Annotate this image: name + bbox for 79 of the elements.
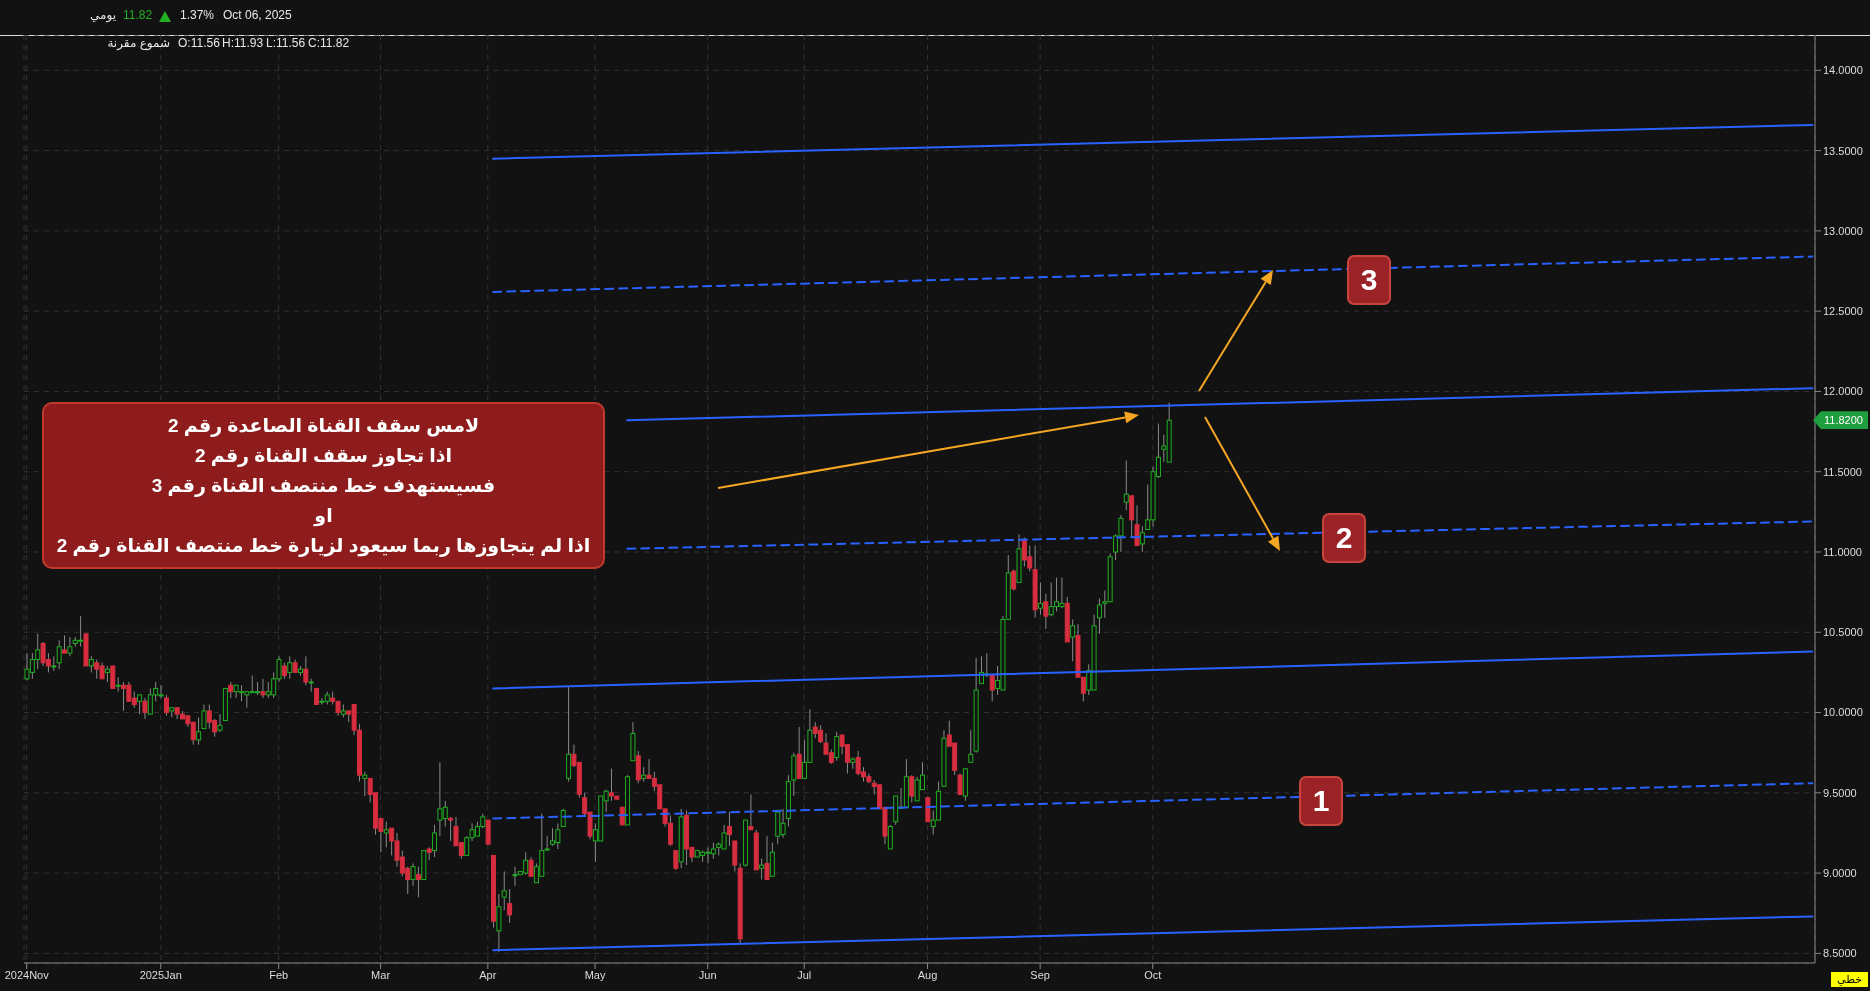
y-tick-label: 11.5000 <box>1823 465 1862 478</box>
x-tick-label: Aug <box>917 968 938 981</box>
annotation: شموع مقرنة <box>106 36 170 50</box>
candlestick <box>1043 593 1049 630</box>
candlestick <box>432 824 438 858</box>
candlestick <box>1134 504 1140 547</box>
x-tick-label: Oct <box>1144 968 1162 981</box>
text: 11.8200 <box>1813 411 1868 430</box>
y-tick-label: 9.0000 <box>1823 866 1857 879</box>
candlestick <box>287 655 293 680</box>
candlestick <box>1070 618 1076 662</box>
candlestick <box>957 773 963 795</box>
candlestick <box>56 639 62 670</box>
candlestick <box>1096 598 1102 635</box>
candlestick <box>137 694 143 715</box>
annotation: L:11.56 <box>266 36 306 50</box>
candlestick <box>383 821 389 848</box>
candlestick <box>201 704 207 730</box>
candlestick <box>1123 459 1129 511</box>
candlestick <box>115 676 121 693</box>
candlestick <box>410 862 416 887</box>
candlestick <box>415 866 421 898</box>
candlestick <box>1011 569 1017 592</box>
text: 1.37% <box>180 8 215 22</box>
x-tick-label: Jul <box>797 968 812 981</box>
candlestick <box>968 729 974 763</box>
x-tick-label: 2024Nov <box>4 968 50 981</box>
candlestick <box>163 694 169 717</box>
y-tick-label: 10.0000 <box>1823 706 1863 719</box>
y-tick-label: 9.5000 <box>1823 786 1857 799</box>
candlestick <box>726 811 732 847</box>
annotation: C:11.82 <box>308 36 350 50</box>
candlestick <box>362 771 368 797</box>
candlestick <box>196 716 202 746</box>
candlestick <box>110 665 116 689</box>
y-tick-label: 12.0000 <box>1823 385 1863 398</box>
candlestick <box>748 793 754 831</box>
candlestick <box>217 713 223 733</box>
candlestick <box>909 774 915 803</box>
candlestick <box>834 731 840 762</box>
candlestick <box>507 888 513 924</box>
annotation: لامس سقف القناة الصاعدة رقم 2 اذا تجاوز سقف القناة رقم 2 فسيستهدف خط منتصف القناة رقم 3 او اذا لم يتجاوزها ربما سيعود لزيارة خط منتصف القناة رقم 2 <box>42 402 605 569</box>
annotation: O:11.56 <box>178 36 220 50</box>
x-tick-label: Jun <box>698 968 717 981</box>
candlestick <box>1139 525 1145 553</box>
annotation: 3 <box>1347 255 1391 305</box>
text: يومي <box>90 8 116 22</box>
y-tick-label: 10.5000 <box>1823 626 1863 639</box>
x-tick-label: Sep <box>1030 968 1050 981</box>
annotation: 2 <box>1322 513 1366 563</box>
candlestick <box>989 675 995 702</box>
candlestick <box>501 870 507 911</box>
text: Oct 06, 2025 <box>223 8 292 22</box>
candlestick <box>142 697 148 720</box>
x-tick-label: Feb <box>269 968 289 981</box>
candlestick <box>303 655 309 686</box>
candlestick <box>448 816 454 842</box>
y-tick-label: 14.0000 <box>1823 64 1863 77</box>
candlestick <box>759 858 765 881</box>
annotation: H:11.93 <box>222 36 264 50</box>
y-tick-label: 8.5000 <box>1823 947 1857 960</box>
candlestick <box>67 636 73 657</box>
candlestick <box>260 678 266 699</box>
candlestick <box>764 835 770 881</box>
y-tick-label: 13.0000 <box>1823 224 1863 237</box>
text: 11.82 <box>123 8 153 22</box>
y-tick-label: 12.5000 <box>1823 305 1863 318</box>
x-tick-label: Mar <box>371 968 391 981</box>
y-tick-label: 11.0000 <box>1823 545 1862 558</box>
x-tick-label: Apr <box>479 968 497 981</box>
y-tick-label: 13.5000 <box>1823 144 1863 157</box>
candlestick <box>1037 581 1043 616</box>
candlestick <box>887 824 893 850</box>
candlestick <box>528 856 534 877</box>
text: خطي <box>1831 972 1868 987</box>
annotation: 1 <box>1299 776 1343 826</box>
candlestick <box>673 850 679 871</box>
x-tick-label: May <box>584 968 606 981</box>
x-tick-label: 2025Jan <box>139 968 182 981</box>
